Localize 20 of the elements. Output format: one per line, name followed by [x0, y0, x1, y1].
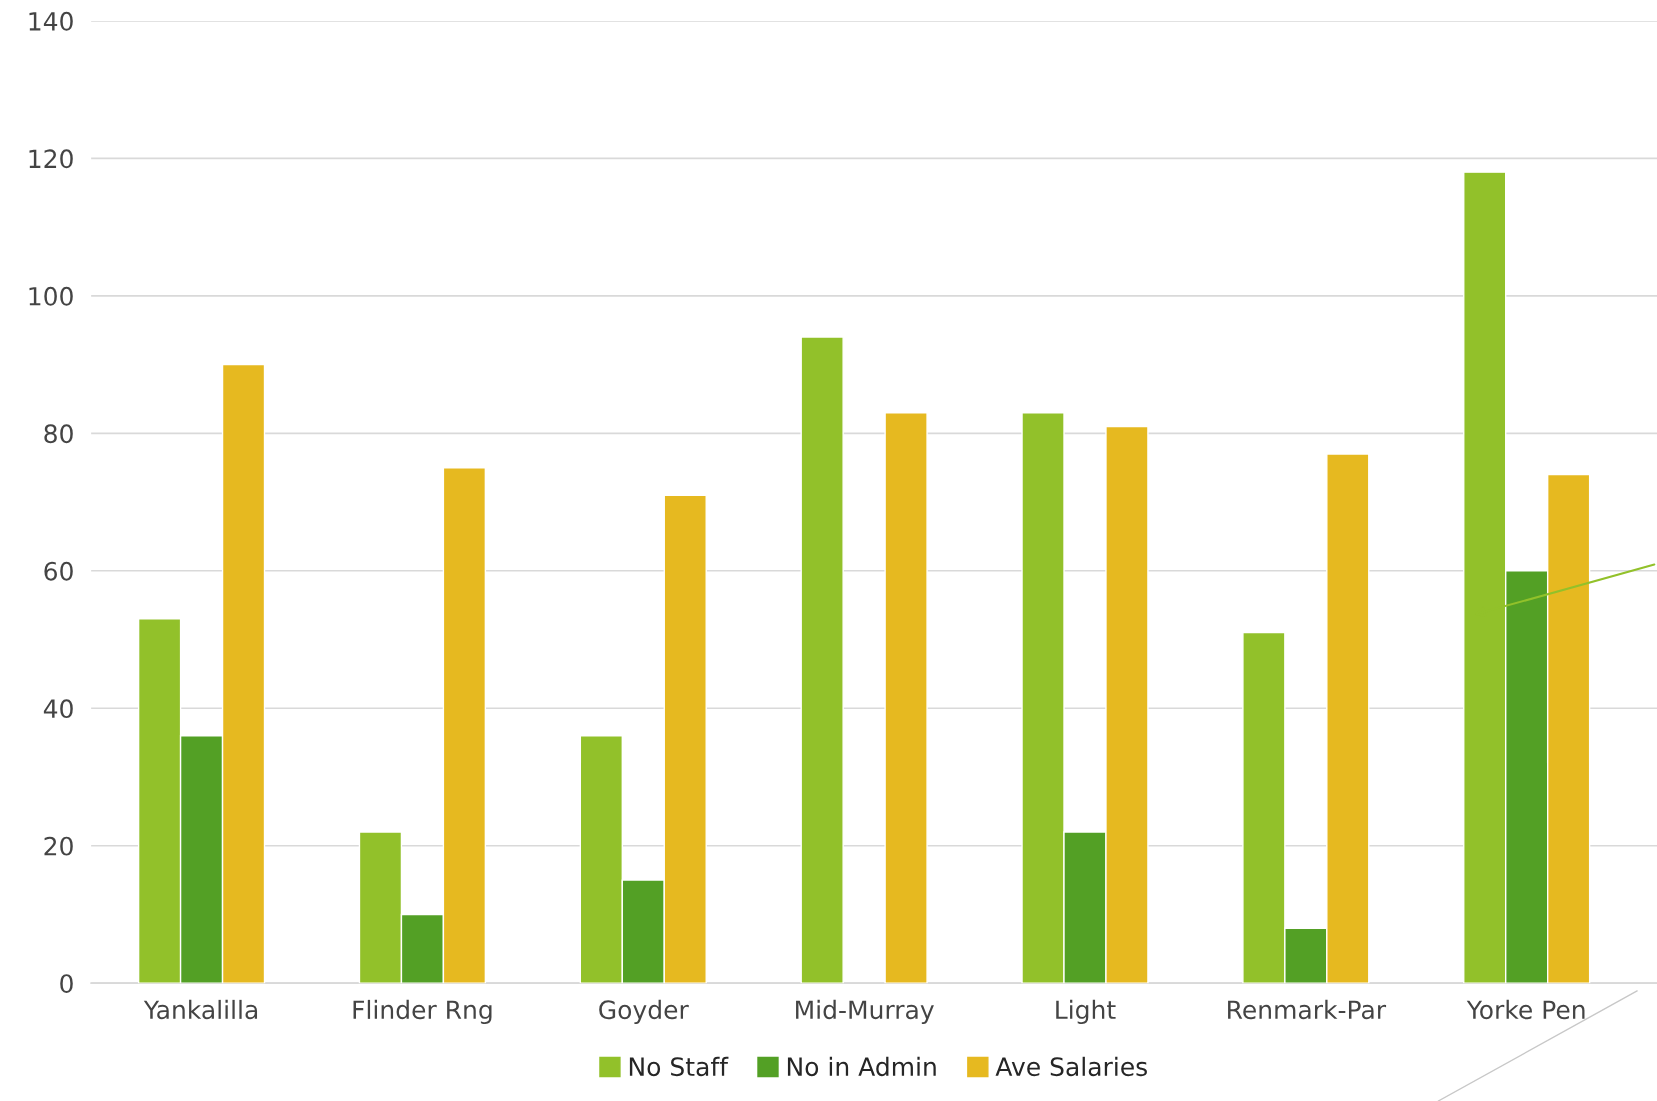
y-tick-label: 80: [44, 424, 73, 444]
y-tick-label: 0: [60, 974, 73, 994]
y-tick-label: 60: [44, 561, 73, 581]
legend-label: No in Admin: [787, 1056, 936, 1077]
y-tick-label: 120: [29, 149, 73, 169]
y-tick-label: 140: [29, 11, 73, 31]
x-tick-label: Renmark-Par: [1228, 999, 1387, 1020]
bar: [800, 336, 844, 984]
x-tick-label: Goyder: [599, 999, 689, 1025]
x-tick-label: Flinder Rng: [353, 999, 492, 1025]
legend-label: Ave Salaries: [995, 1056, 1147, 1077]
y-tick-label: 20: [44, 836, 73, 856]
y-tick-label: 40: [43, 699, 73, 719]
bar: [884, 412, 928, 984]
x-tick-label: Light: [1056, 999, 1116, 1025]
legend-label: No Staff: [629, 1056, 729, 1077]
x-tick-label: Yankalilla: [143, 999, 258, 1020]
y-tick-label: 100: [29, 286, 73, 306]
x-tick-label: Yorke Pen: [1466, 999, 1585, 1020]
x-tick-label: Mid-Murray: [796, 999, 934, 1025]
